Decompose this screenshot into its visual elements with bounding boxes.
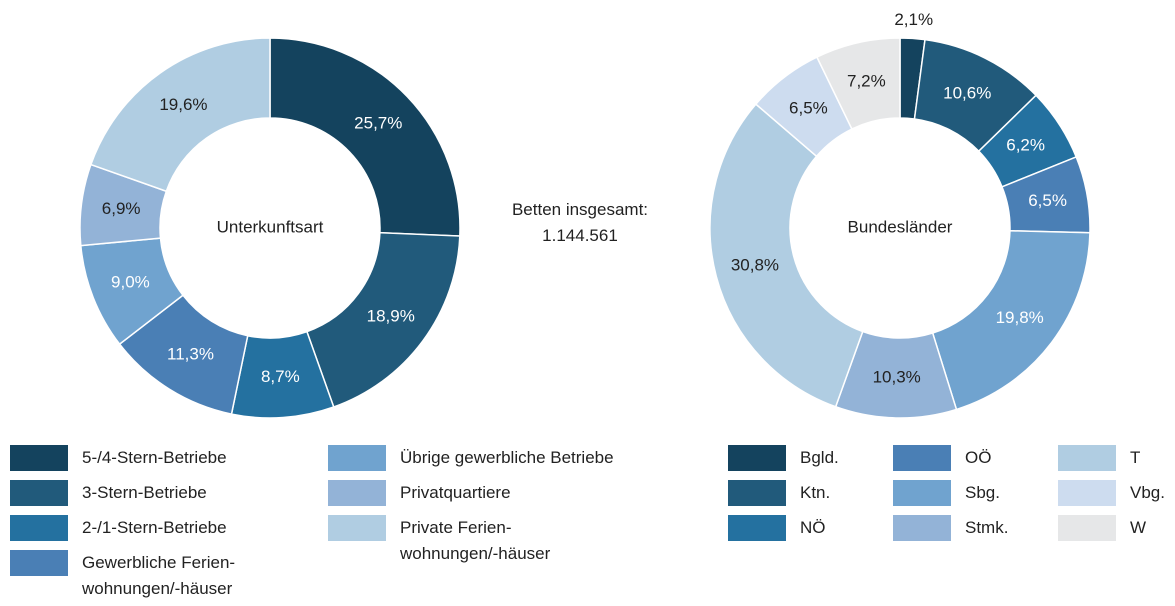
legend-label: Sbg. [965, 483, 1000, 502]
legend-swatch [328, 445, 386, 471]
chart-title: Bundesländer [848, 217, 953, 236]
data-label: 10,3% [873, 367, 921, 386]
data-label: 18,9% [367, 307, 415, 326]
data-label: 7,2% [847, 71, 886, 90]
legend-label: 2-/1-Stern-Betriebe [82, 518, 227, 537]
data-label: 25,7% [354, 114, 402, 133]
data-label: 6,9% [102, 199, 141, 218]
legend-label: Stmk. [965, 518, 1009, 537]
legend-swatch [1058, 445, 1116, 471]
legend-swatch [10, 480, 68, 506]
legend-label: 5-/4-Stern-Betriebe [82, 448, 227, 467]
legend-swatch [328, 480, 386, 506]
legend-label: NÖ [800, 518, 826, 537]
legend-swatch [893, 480, 951, 506]
data-label: 6,5% [1028, 191, 1067, 210]
center-note: Betten insgesamt: [511, 200, 649, 219]
center-note: 1.144.561 [542, 226, 618, 245]
legend-swatch [10, 445, 68, 471]
legend-label: Privatquartiere [400, 483, 511, 502]
legend-swatch [328, 515, 386, 541]
legend-swatch [10, 515, 68, 541]
legend-swatch [1058, 480, 1116, 506]
donut-slice [815, 37, 901, 131]
legend-swatch [1058, 515, 1116, 541]
legend-label: OÖ [965, 448, 992, 467]
donut-slice [709, 103, 864, 408]
legend-label: Bgld. [800, 448, 839, 467]
data-label: 19,8% [996, 308, 1044, 327]
donut-slice [269, 37, 461, 237]
legend-swatch [893, 445, 951, 471]
donut-slice [89, 37, 271, 193]
data-label: 11,3% [167, 345, 214, 364]
donut-slice [931, 229, 1091, 411]
legend-swatch [893, 515, 951, 541]
legend-swatch [728, 515, 786, 541]
data-label: 6,5% [789, 99, 828, 118]
data-label: 6,2% [1006, 136, 1045, 155]
legend-label: T [1130, 448, 1141, 467]
legend-swatch [10, 550, 68, 576]
legend-swatch [728, 445, 786, 471]
legend-label: Gewerbliche Ferien- wohnungen/-häuser [82, 553, 236, 598]
chart-title: Unterkunftsart [217, 217, 324, 236]
legend-label: Übrige gewerbliche Betriebe [400, 448, 614, 467]
legend-label: 3-Stern-Betriebe [82, 483, 207, 502]
data-label: 30,8% [731, 256, 779, 275]
legend-swatch [728, 480, 786, 506]
legend-label: Vbg. [1130, 483, 1165, 502]
data-label: 2,1% [894, 10, 933, 29]
legend-label: Ktn. [800, 483, 831, 502]
donut-slice [305, 231, 461, 408]
data-label: 9,0% [111, 272, 150, 291]
legend-label: Private Ferien- wohnungen/-häuser [400, 518, 551, 563]
data-label: 10,6% [943, 83, 991, 102]
data-label: 19,6% [159, 95, 207, 114]
data-label: 8,7% [261, 367, 300, 386]
legend-label: W [1130, 518, 1147, 537]
